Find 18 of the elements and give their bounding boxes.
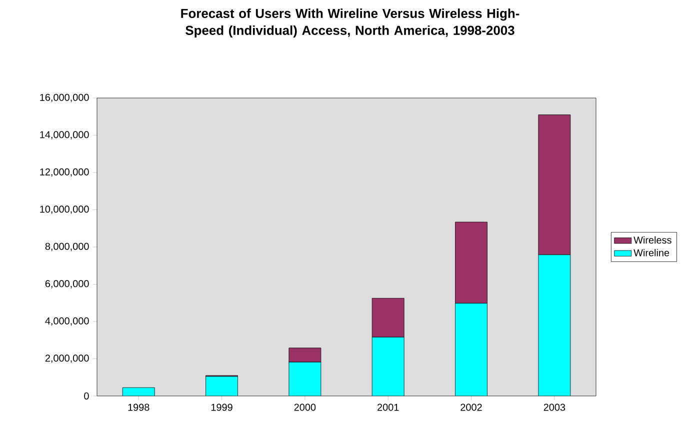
x-tick-label: 2001 bbox=[378, 404, 399, 411]
x-tick-label: 1999 bbox=[211, 404, 232, 411]
y-tick-label: 14,000,000 bbox=[40, 131, 89, 140]
legend-label: Wireless bbox=[634, 236, 672, 244]
x-tick-label: 2002 bbox=[460, 404, 482, 411]
y-tick-label: 2,000,000 bbox=[45, 354, 89, 363]
legend-label: Wireline bbox=[634, 248, 670, 256]
y-tick-label: 6,000,000 bbox=[45, 280, 89, 288]
x-tick-label: 2000 bbox=[294, 404, 316, 411]
y-tick-label: 16,000,000 bbox=[40, 94, 89, 102]
x-tick-label: 2003 bbox=[544, 404, 566, 411]
y-tick-label: 8,000,000 bbox=[45, 242, 89, 252]
y-tick-label: 12,000,000 bbox=[40, 168, 89, 177]
y-tick-label: 0 bbox=[84, 392, 89, 400]
y-tick-label: 10,000,000 bbox=[40, 206, 89, 214]
x-tick-label: 1998 bbox=[128, 404, 150, 411]
chart-title: Forecast of Users With Wireline Versus Wireless High-Speed (Individual) Access, North America, 1998-2003 bbox=[181, 8, 520, 38]
y-tick-label: 4,000,000 bbox=[45, 317, 89, 326]
